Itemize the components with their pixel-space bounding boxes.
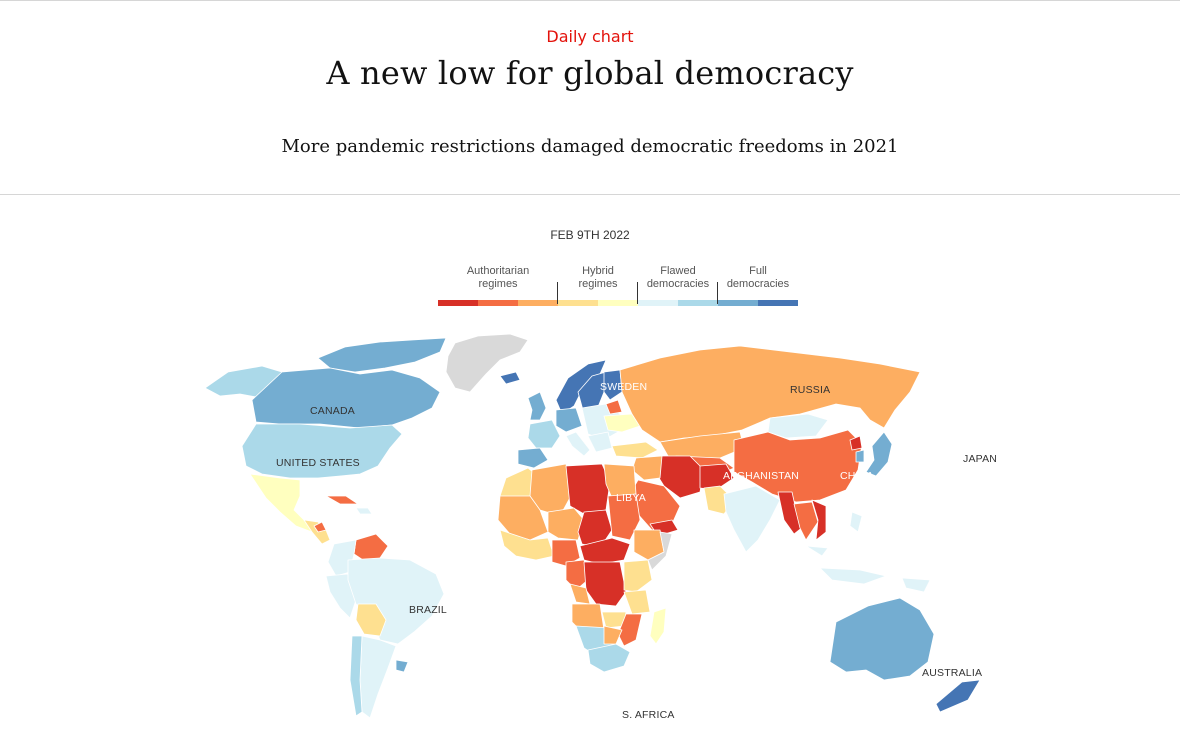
region-uk (527, 391, 547, 421)
label-australia: AUSTRALIA (922, 667, 983, 679)
region-libya (565, 463, 611, 515)
legend-swatch-2 (478, 300, 518, 306)
region-japan (865, 431, 893, 477)
region-uruguay (395, 659, 409, 673)
region-hispaniola (355, 507, 373, 515)
legend-tick-3 (717, 282, 718, 304)
region-bolivia (355, 603, 387, 637)
region-thailand (793, 501, 819, 541)
label-russia: RUSSIA (790, 384, 831, 396)
region-png (901, 577, 931, 593)
legend-tick-1 (557, 282, 558, 304)
top-rule (0, 0, 1180, 1)
region-iraq-syria (631, 455, 663, 481)
legend-label-flawed: Flawed democracies (646, 265, 710, 290)
label-south-africa: S. AFRICA (622, 709, 675, 721)
region-india (723, 485, 781, 553)
region-drc (583, 561, 627, 607)
label-canada: CANADA (310, 405, 355, 417)
region-afghanistan (699, 463, 735, 491)
legend-swatch-1 (438, 300, 478, 306)
legend-label-hybrid: Hybrid regimes (578, 265, 618, 290)
label-afghanistan: AFGHANISTAN (723, 470, 800, 482)
region-niger (547, 507, 585, 541)
legend-swatch-6 (638, 300, 678, 306)
region-philippines (849, 511, 863, 533)
kicker-label: Daily chart (546, 27, 634, 46)
region-finland (603, 369, 623, 401)
legend-label-full: Full democracies (726, 265, 790, 290)
region-indonesia (819, 567, 887, 585)
region-canada-arctic (317, 337, 447, 373)
region-china (733, 429, 863, 503)
date-label: FEB 9TH 2022 (550, 228, 630, 242)
header-divider (0, 194, 1180, 195)
region-south-korea (855, 449, 865, 463)
label-brazil: BRAZIL (409, 604, 447, 616)
region-zimbabwe (603, 625, 623, 645)
label-sweden: SWEDEN (600, 381, 648, 393)
region-kenya-uganda (623, 559, 653, 593)
label-china: CHINA (840, 470, 874, 482)
region-ukraine (603, 413, 641, 433)
region-united-states (241, 423, 403, 479)
legend-swatch-7 (678, 300, 718, 306)
region-north-korea (849, 435, 863, 451)
label-united-states: UNITED STATES (276, 457, 360, 469)
world-map (204, 333, 981, 719)
region-germany (555, 407, 583, 433)
region-france (527, 419, 561, 449)
region-canada (251, 367, 441, 429)
region-vietnam (811, 499, 827, 541)
region-greenland (445, 333, 529, 393)
region-tanzania (623, 589, 651, 615)
legend-swatch-3 (518, 300, 558, 306)
legend-swatch-9 (758, 300, 798, 306)
label-libya: LIBYA (616, 492, 646, 504)
region-west-africa (499, 529, 555, 561)
region-turkey (611, 441, 659, 459)
region-russia (619, 345, 921, 443)
region-nicaragua (313, 521, 327, 533)
region-chile (349, 635, 363, 717)
region-argentina (359, 635, 397, 719)
legend-swatch-5 (598, 300, 638, 306)
page-title: A new low for global democracy (326, 54, 854, 92)
region-belarus (605, 399, 623, 415)
region-spain (517, 447, 549, 469)
region-new-zealand (935, 679, 981, 713)
label-japan: JAPAN (963, 453, 998, 465)
region-south-africa (587, 643, 631, 673)
region-madagascar (649, 607, 667, 645)
legend-tick-2 (637, 282, 638, 304)
legend-swatch-8 (718, 300, 758, 306)
region-brazil (347, 557, 445, 645)
legend: Authoritarian regimes Hybrid regimes Fla… (438, 265, 798, 307)
legend-swatch-4 (558, 300, 598, 306)
region-iceland (499, 371, 521, 385)
region-cuba (325, 495, 359, 505)
region-balkans (587, 431, 613, 453)
region-italy (565, 431, 591, 457)
region-australia (829, 597, 935, 681)
region-mongolia (767, 413, 829, 439)
legend-label-authoritarian: Authoritarian regimes (466, 265, 530, 290)
region-somalia (647, 531, 673, 571)
page-subtitle: More pandemic restrictions damaged democ… (281, 136, 899, 157)
region-malaysia (805, 545, 829, 557)
region-mauritania-mali (497, 495, 549, 541)
region-central-america (303, 519, 331, 545)
